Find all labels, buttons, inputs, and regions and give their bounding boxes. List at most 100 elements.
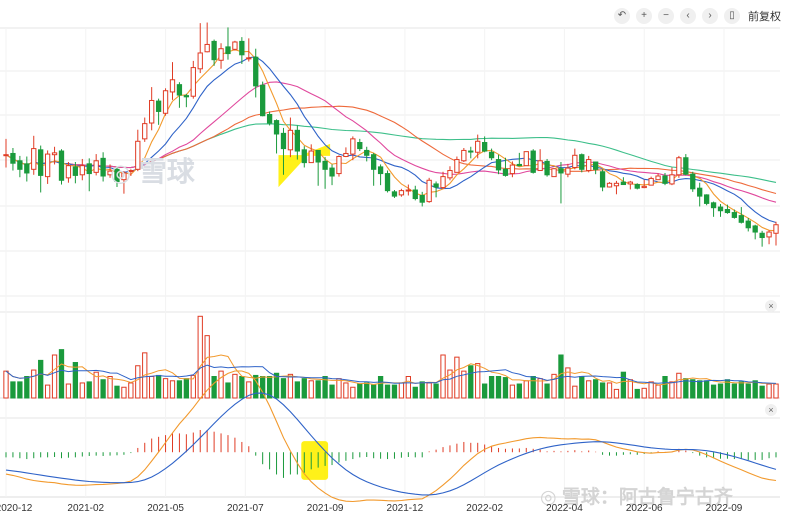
volume-bar xyxy=(544,383,550,399)
volume-bar xyxy=(253,374,259,399)
volume-bar xyxy=(135,365,141,399)
candle-body xyxy=(211,40,217,61)
volume-bar xyxy=(93,371,99,399)
candle-body xyxy=(752,225,758,233)
stock-icon[interactable]: ▯ xyxy=(724,8,740,24)
candle-body xyxy=(176,84,183,96)
volume-bar xyxy=(364,382,370,399)
candle-body xyxy=(225,46,231,55)
ma10-line xyxy=(5,56,777,224)
volume-bar xyxy=(107,376,113,399)
volume-bar xyxy=(481,383,488,399)
candle-body xyxy=(357,142,363,150)
volume-bar xyxy=(745,383,751,399)
candle-body xyxy=(537,160,543,172)
candle-body xyxy=(253,56,259,87)
volume-bar xyxy=(530,376,536,399)
candle-body xyxy=(162,90,169,114)
volume-bar xyxy=(419,381,425,399)
x-tick-label: 2020-12 xyxy=(0,503,33,514)
candle-body xyxy=(613,182,620,187)
macd-highlight xyxy=(301,441,329,480)
candle-body xyxy=(475,140,481,153)
plus-icon[interactable]: + xyxy=(636,8,652,24)
volume-bar xyxy=(516,383,522,399)
volume-bar xyxy=(509,384,516,399)
adjust-toggle[interactable]: 前复权 xyxy=(748,11,781,23)
volume-bar xyxy=(336,378,342,399)
chevron-left-icon[interactable]: ‹ xyxy=(680,8,696,24)
volume-bar xyxy=(572,385,578,399)
volume-ma5-line xyxy=(5,354,777,386)
candle-body xyxy=(530,150,536,173)
minus-icon[interactable]: − xyxy=(658,8,674,24)
volume-bar xyxy=(357,383,363,399)
candle-body xyxy=(579,154,585,170)
candle-body xyxy=(65,165,72,179)
candle-body xyxy=(315,149,321,163)
volume-bar xyxy=(65,383,72,399)
volume-bar xyxy=(197,315,203,399)
volume-bar xyxy=(128,382,134,399)
candle-body xyxy=(239,40,245,56)
candle-body xyxy=(121,172,127,181)
volume-bar xyxy=(58,349,65,399)
candle-body xyxy=(197,52,203,70)
volume-bar xyxy=(752,380,758,399)
candle-body xyxy=(232,41,238,50)
volume-bar xyxy=(613,388,620,399)
volume-bar xyxy=(149,376,155,399)
close-macd-panel-icon[interactable]: × xyxy=(765,404,777,416)
close-volume-panel-icon[interactable]: × xyxy=(765,300,777,312)
candle-body xyxy=(405,189,411,192)
volume-ma10-line xyxy=(5,364,777,384)
candle-body xyxy=(301,149,307,164)
volume-bar xyxy=(426,382,432,399)
volume-bar xyxy=(676,372,682,399)
volume-bar xyxy=(648,381,654,399)
candle-body xyxy=(745,220,751,229)
candle-body xyxy=(599,171,606,188)
candle-body xyxy=(72,166,79,176)
candle-body xyxy=(371,154,377,170)
volume-bar xyxy=(315,380,321,399)
candle-body xyxy=(51,152,58,156)
candle-body xyxy=(10,152,16,164)
candle-body xyxy=(627,181,633,185)
volume-bar xyxy=(343,382,349,399)
volume-bar xyxy=(412,386,418,399)
volume-bar xyxy=(322,376,328,399)
volume-bar xyxy=(239,376,245,399)
undo-icon[interactable]: ↶ xyxy=(614,8,630,24)
volume-bar xyxy=(599,382,606,399)
volume-bar xyxy=(155,374,162,399)
candle-body xyxy=(447,170,453,179)
candle-body xyxy=(669,174,675,185)
volume-bar xyxy=(475,363,481,399)
volume-bar xyxy=(266,376,273,399)
candle-body xyxy=(558,168,564,174)
volume-bar xyxy=(586,380,592,399)
volume-bar xyxy=(371,384,377,399)
candle-body xyxy=(31,148,37,170)
x-tick-label: 2022-02 xyxy=(466,503,504,514)
candle-body xyxy=(495,159,502,171)
candle-body xyxy=(724,209,731,214)
volume-bar xyxy=(246,381,252,399)
watermark-logo-icon: ◎ xyxy=(110,160,131,187)
chevron-right-icon[interactable]: › xyxy=(702,8,718,24)
candle-body xyxy=(488,151,495,159)
volume-bar xyxy=(51,354,58,399)
candle-body xyxy=(322,160,328,170)
volume-bar xyxy=(669,381,675,399)
ma20-line xyxy=(5,81,777,203)
volume-bar xyxy=(488,376,495,399)
volume-bar xyxy=(766,383,772,399)
candle-body xyxy=(350,138,356,155)
candle-body xyxy=(662,175,668,184)
x-tick-label: 2021-02 xyxy=(67,503,105,514)
volume-bar xyxy=(405,376,411,399)
volume-bar xyxy=(655,384,661,399)
volume-bar xyxy=(592,379,599,399)
x-tick-label: 2022-06 xyxy=(625,503,663,514)
